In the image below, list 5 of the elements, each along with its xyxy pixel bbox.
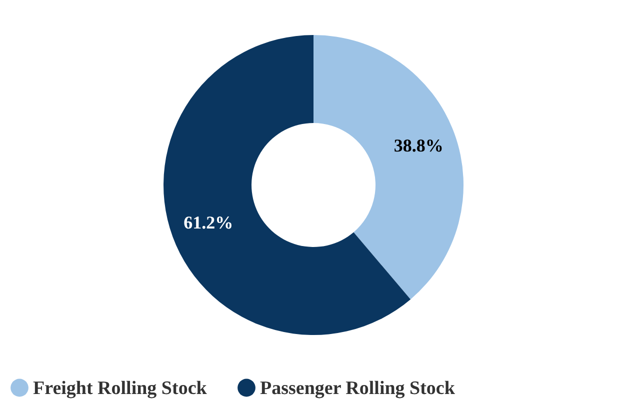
donut-slice [314,35,464,300]
data-label: 38.8% [394,135,444,156]
data-label: 61.2% [184,212,234,233]
legend-label: Passenger Rolling Stock [260,378,456,399]
legend-label: Freight Rolling Stock [33,378,208,399]
